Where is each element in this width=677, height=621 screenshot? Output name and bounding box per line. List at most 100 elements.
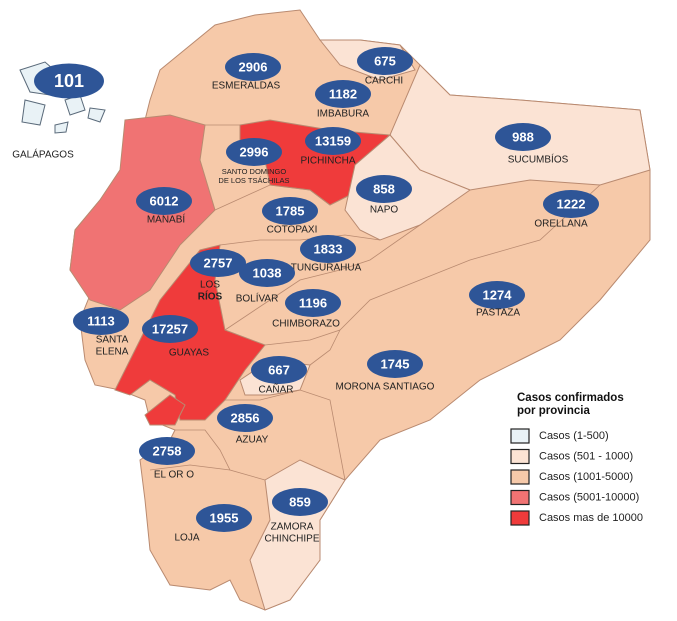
province-name: GUAYAS <box>169 348 210 359</box>
province-name: SANTO DOMINGO <box>222 167 287 176</box>
province-name: SUCUMBÍOS <box>508 153 569 166</box>
province-name: CHIMBORAZO <box>272 319 340 330</box>
province-name: MORONA SANTIAGO <box>336 382 435 393</box>
case-count: 859 <box>289 494 311 509</box>
legend-label: Casos mas de 10000 <box>539 512 643 524</box>
case-bubble <box>196 504 252 532</box>
province-name: EL OR O <box>154 470 194 481</box>
case-count: 2758 <box>153 443 182 458</box>
case-bubble <box>190 249 246 277</box>
province-shape <box>87 107 106 123</box>
province-name: NAPO <box>370 205 399 216</box>
case-count: 2996 <box>240 144 269 159</box>
case-count: 667 <box>268 362 290 377</box>
border <box>309 329 341 366</box>
case-count: 1196 <box>299 295 327 310</box>
border <box>264 184 601 346</box>
case-count: 13159 <box>315 133 351 148</box>
province-name: DE LOS TSÁCHILAS <box>218 176 289 185</box>
case-count: 101 <box>54 71 84 91</box>
province-name: ZAMORA <box>271 522 314 533</box>
case-bubble <box>142 315 198 343</box>
case-bubble <box>251 356 307 384</box>
case-bubble <box>315 80 371 108</box>
case-bubble <box>300 235 356 263</box>
case-count: 1274 <box>483 287 513 302</box>
case-count: 1833 <box>314 241 343 256</box>
case-count: 675 <box>374 53 396 68</box>
border <box>219 234 381 246</box>
case-bubble <box>285 289 341 317</box>
case-count: 2856 <box>231 410 260 425</box>
case-count: 1955 <box>210 510 239 525</box>
case-bubble <box>217 404 273 432</box>
case-count: 1222 <box>557 196 586 211</box>
legend-swatch <box>510 489 530 506</box>
province-name: COTOPAXI <box>267 225 318 236</box>
province-name: PASTAZA <box>476 308 520 319</box>
case-bubble <box>357 47 413 75</box>
case-count: 2906 <box>239 59 268 74</box>
province-name: CAÑAR <box>258 383 293 396</box>
province-name: LOS <box>200 280 220 291</box>
legend-title: por provincia <box>517 405 590 417</box>
case-count: 2757 <box>204 255 233 270</box>
province-name: TUNGURAHUA <box>291 263 362 274</box>
case-count: 1182 <box>329 86 357 101</box>
legend-label: Casos (501 - 1000) <box>539 450 633 462</box>
legend-swatch <box>510 469 530 485</box>
legend-swatch <box>510 510 530 526</box>
case-bubble <box>225 53 281 81</box>
case-count: 6012 <box>150 193 179 208</box>
case-bubble <box>262 197 318 225</box>
province-name: ESMERALDAS <box>212 81 281 92</box>
province-name: SANTA <box>96 335 129 346</box>
province-name: PICHINCHA <box>300 156 355 167</box>
province-name: AZUAY <box>236 435 269 446</box>
case-bubble <box>73 307 129 335</box>
border <box>224 224 421 331</box>
case-count: 988 <box>512 129 534 144</box>
case-count: 1113 <box>87 313 115 328</box>
case-count: 1785 <box>276 203 305 218</box>
legend-swatch <box>510 448 530 465</box>
legend-label: Casos (1-500) <box>539 430 609 442</box>
case-count: 1745 <box>381 356 410 371</box>
province-shape <box>21 99 46 126</box>
province-name: ELENA <box>96 347 129 358</box>
province-name: ORELLANA <box>534 219 588 230</box>
legend-title: Casos confirmados <box>517 392 624 404</box>
case-bubble <box>367 350 423 378</box>
case-bubble <box>495 123 551 151</box>
border <box>175 429 266 481</box>
province-name: BOLÍVAR <box>236 292 279 305</box>
province-borders <box>149 124 601 481</box>
border <box>149 464 231 471</box>
case-count: 858 <box>373 181 395 196</box>
province-name: RÍOS <box>198 290 223 303</box>
case-bubble <box>356 175 412 203</box>
province-shape <box>69 114 216 311</box>
case-bubble <box>305 127 361 155</box>
province-name: CARCHI <box>365 76 403 87</box>
case-bubble <box>136 187 192 215</box>
case-count: 17257 <box>152 321 188 336</box>
province-name: IMBABURA <box>317 109 370 120</box>
legend-label: Casos (1001-5000) <box>539 471 633 483</box>
province-name: MANABÍ <box>147 213 186 226</box>
province-shape <box>54 121 69 134</box>
case-bubble <box>543 190 599 218</box>
legend-label: Casos (5001-10000) <box>539 491 639 503</box>
border <box>225 389 346 481</box>
case-bubble <box>34 63 104 99</box>
province-shape <box>144 394 186 426</box>
border <box>214 184 331 211</box>
case-bubble <box>272 488 328 516</box>
province-name: CHINCHIPE <box>264 534 319 545</box>
case-bubble <box>469 281 525 309</box>
case-bubble <box>139 437 195 465</box>
case-count: 1038 <box>253 265 282 280</box>
case-bubble <box>226 138 282 166</box>
